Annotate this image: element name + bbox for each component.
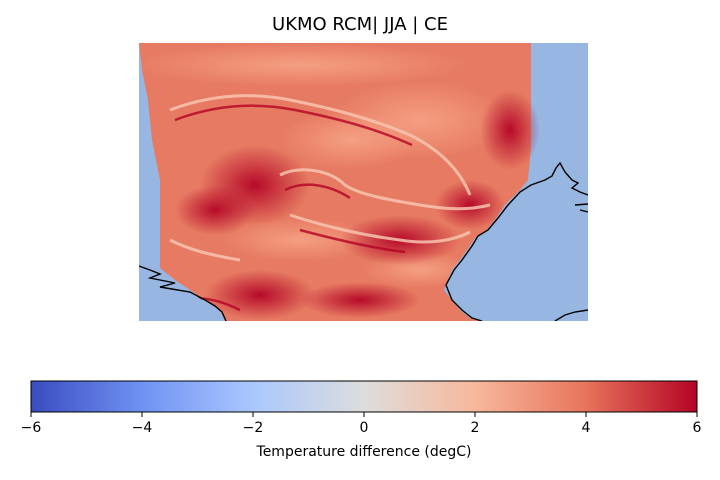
colorbar-gradient <box>30 380 698 413</box>
colorbar-tick-label: 2 <box>471 420 480 436</box>
coastline <box>139 161 588 321</box>
colorbar-tick-label: 0 <box>360 420 369 436</box>
colorbar-tick-label: −2 <box>243 420 264 436</box>
terrain-streaks <box>169 94 491 262</box>
hot-spot <box>300 282 420 318</box>
hot-spot <box>480 90 540 170</box>
colorbar-tick-label: 4 <box>582 420 591 436</box>
map-title: UKMO RCM| JJA | CE <box>272 14 448 35</box>
warm-region <box>139 43 470 87</box>
colorbar-label: Temperature difference (degC) <box>256 444 472 460</box>
colorbar-ticks: −6 −4 −2 0 2 4 6 <box>21 412 702 436</box>
colorbar-tick-label: 6 <box>693 420 702 436</box>
colorbar-tick-label: −4 <box>132 420 153 436</box>
map-panel <box>139 43 588 321</box>
hot-spot <box>175 185 255 235</box>
colorbar-tick-label: −6 <box>21 420 42 436</box>
hot-spot <box>435 180 505 230</box>
colorbar: −6 −4 −2 0 2 4 6 <box>21 380 702 436</box>
sea-area <box>444 150 588 321</box>
